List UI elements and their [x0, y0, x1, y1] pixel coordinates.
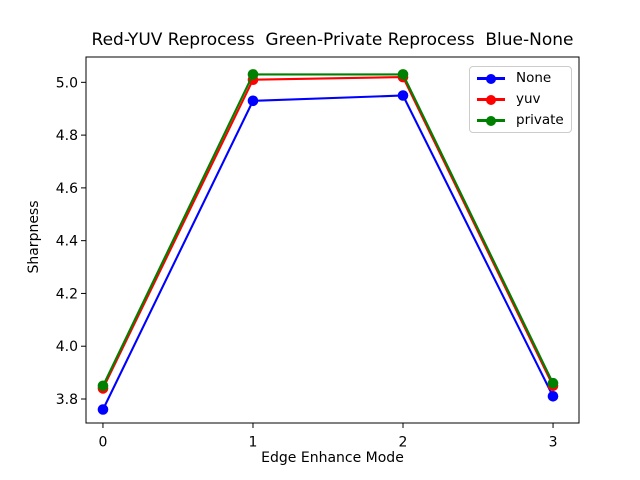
series-line-yuv [101, 76, 555, 390]
x-tick-label: 1 [249, 435, 258, 451]
axes-frame [85, 56, 580, 424]
x-tick-label: 0 [98, 435, 107, 451]
series-line-None [101, 94, 555, 411]
y-tick-label: 5.0 [56, 75, 78, 91]
data-point-None [397, 90, 409, 101]
series-line-private [101, 73, 555, 387]
y-tick-label: 4.2 [56, 286, 78, 302]
legend-entry-private: private [477, 111, 571, 131]
legend-line-sample [477, 73, 505, 84]
data-point-None [547, 391, 559, 402]
data-point-private [97, 380, 109, 392]
legend-label: None [516, 69, 552, 86]
x-tick-label: 2 [399, 435, 408, 451]
legend-entry-yuv: yuv [477, 90, 571, 110]
data-point-private [547, 377, 559, 389]
legend-marker-icon [486, 73, 496, 84]
y-tick-label: 4.8 [56, 128, 78, 144]
data-point-private [397, 69, 409, 80]
legend-line-sample [477, 94, 505, 105]
legend-label: yuv [516, 90, 541, 107]
y-axis-label: Sharpness [26, 200, 42, 274]
data-point-private [247, 69, 259, 80]
x-tick-label: 3 [549, 435, 558, 451]
legend-entry-None: None [477, 69, 571, 89]
data-point-None [97, 404, 109, 415]
x-axis-label: Edge Enhance Mode [261, 450, 404, 466]
y-tick-label: 4.0 [56, 339, 78, 355]
legend-label: private [516, 111, 564, 128]
y-tick-label: 4.6 [56, 181, 78, 197]
legend: None yuv private [469, 66, 572, 133]
y-tick-label: 4.4 [56, 234, 78, 250]
legend-marker-icon [486, 94, 496, 105]
data-point-None [247, 95, 259, 107]
y-tick-label: 3.8 [56, 392, 78, 408]
legend-marker-icon [486, 115, 496, 126]
legend-line-sample [477, 115, 505, 126]
chart-title: Red-YUV Reprocess Green-Private Reproces… [91, 30, 574, 50]
